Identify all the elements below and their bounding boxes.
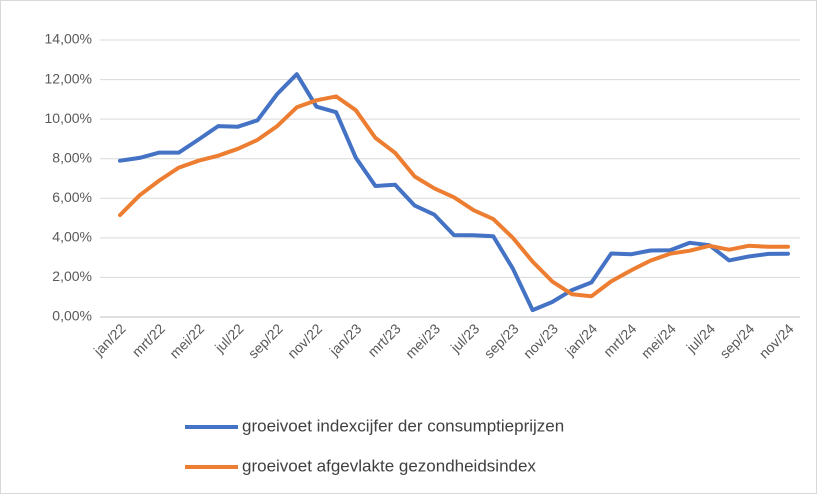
y-tick-label: 4,00% bbox=[52, 229, 92, 245]
y-tick-label: 12,00% bbox=[45, 70, 92, 86]
y-tick-label: 8,00% bbox=[52, 149, 92, 165]
y-tick-label: 2,00% bbox=[52, 268, 92, 284]
y-tick-label: 0,00% bbox=[52, 308, 92, 324]
series-line bbox=[118, 94, 790, 299]
legend-label: groeivoet indexcijfer der consumptieprij… bbox=[242, 416, 564, 435]
legend-label: groeivoet afgevlakte gezondheidsindex bbox=[242, 456, 536, 475]
series-line bbox=[118, 72, 790, 313]
y-tick-label: 14,00% bbox=[45, 31, 92, 47]
y-tick-label: 6,00% bbox=[52, 189, 92, 205]
y-tick-label: 10,00% bbox=[45, 110, 92, 126]
